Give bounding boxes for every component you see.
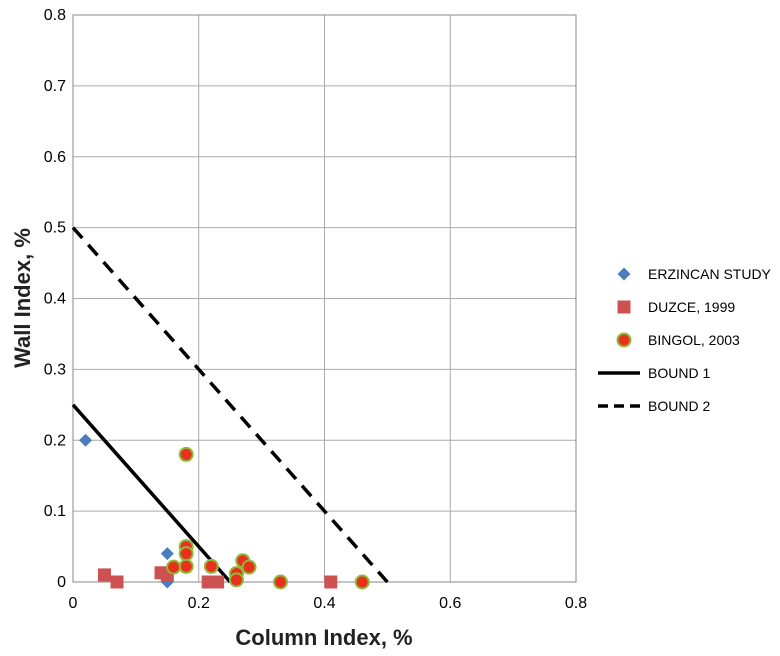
y-axis-title: Wall Index, % xyxy=(10,228,35,368)
legend-label: BOUND 2 xyxy=(648,398,710,414)
y-tick-label: 0.6 xyxy=(44,149,66,166)
square-point xyxy=(211,575,225,589)
y-tick-label: 0 xyxy=(57,574,66,591)
x-tick-label: 0.4 xyxy=(313,595,335,612)
x-axis-title: Column Index, % xyxy=(235,625,412,650)
data-points xyxy=(79,433,370,590)
bound-line-1 xyxy=(71,403,232,584)
circle-point xyxy=(166,559,182,575)
square-point xyxy=(110,575,124,589)
legend-circle-marker xyxy=(616,332,632,348)
y-tick-label: 0.2 xyxy=(44,432,66,449)
legend-label: DUZCE, 1999 xyxy=(648,299,735,315)
x-tick-label: 0.6 xyxy=(439,595,461,612)
legend-label: ERZINCAN STUDY xyxy=(648,266,772,282)
grid xyxy=(72,14,577,583)
square-point xyxy=(97,568,111,582)
circle-point xyxy=(178,546,194,562)
y-tick-label: 0.1 xyxy=(44,503,66,520)
legend-label: BOUND 1 xyxy=(648,365,710,381)
circle-point xyxy=(241,559,257,575)
y-tick-label: 0.8 xyxy=(44,7,66,24)
legend-label: BINGOL, 2003 xyxy=(648,332,740,348)
circle-point xyxy=(178,446,194,462)
y-axis-ticks: 0 0.1 0.2 0.3 0.4 0.5 0.6 0.7 0.8 xyxy=(44,7,66,591)
diamond-point xyxy=(79,433,93,447)
legend-square-marker xyxy=(617,300,631,314)
y-tick-label: 0.4 xyxy=(44,291,66,308)
circle-point xyxy=(354,574,370,590)
diamond-point xyxy=(160,547,174,561)
y-tick-label: 0.7 xyxy=(44,78,66,95)
x-tick-label: 0 xyxy=(69,595,78,612)
legend: ERZINCAN STUDY DUZCE, 1999 BINGOL, 2003 BOU… xyxy=(598,266,772,414)
x-axis-ticks: 0 0.2 0.4 0.6 0.8 xyxy=(69,595,588,612)
x-tick-label: 0.2 xyxy=(188,595,210,612)
circle-point xyxy=(228,572,244,588)
square-point xyxy=(324,575,338,589)
y-tick-label: 0.3 xyxy=(44,361,66,378)
legend-diamond-marker xyxy=(617,267,631,281)
bound-line-2 xyxy=(71,226,389,584)
circle-point xyxy=(203,558,219,574)
circle-point xyxy=(272,574,288,590)
y-tick-label: 0.5 xyxy=(44,220,66,237)
x-tick-label: 0.8 xyxy=(565,595,587,612)
bound-lines xyxy=(71,226,389,584)
circle-point xyxy=(178,558,194,574)
